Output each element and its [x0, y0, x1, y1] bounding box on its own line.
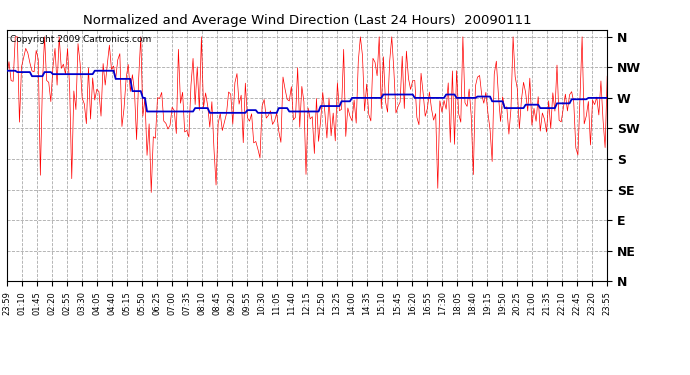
Text: Copyright 2009 Cartronics.com: Copyright 2009 Cartronics.com: [10, 35, 151, 44]
Title: Normalized and Average Wind Direction (Last 24 Hours)  20090111: Normalized and Average Wind Direction (L…: [83, 15, 531, 27]
